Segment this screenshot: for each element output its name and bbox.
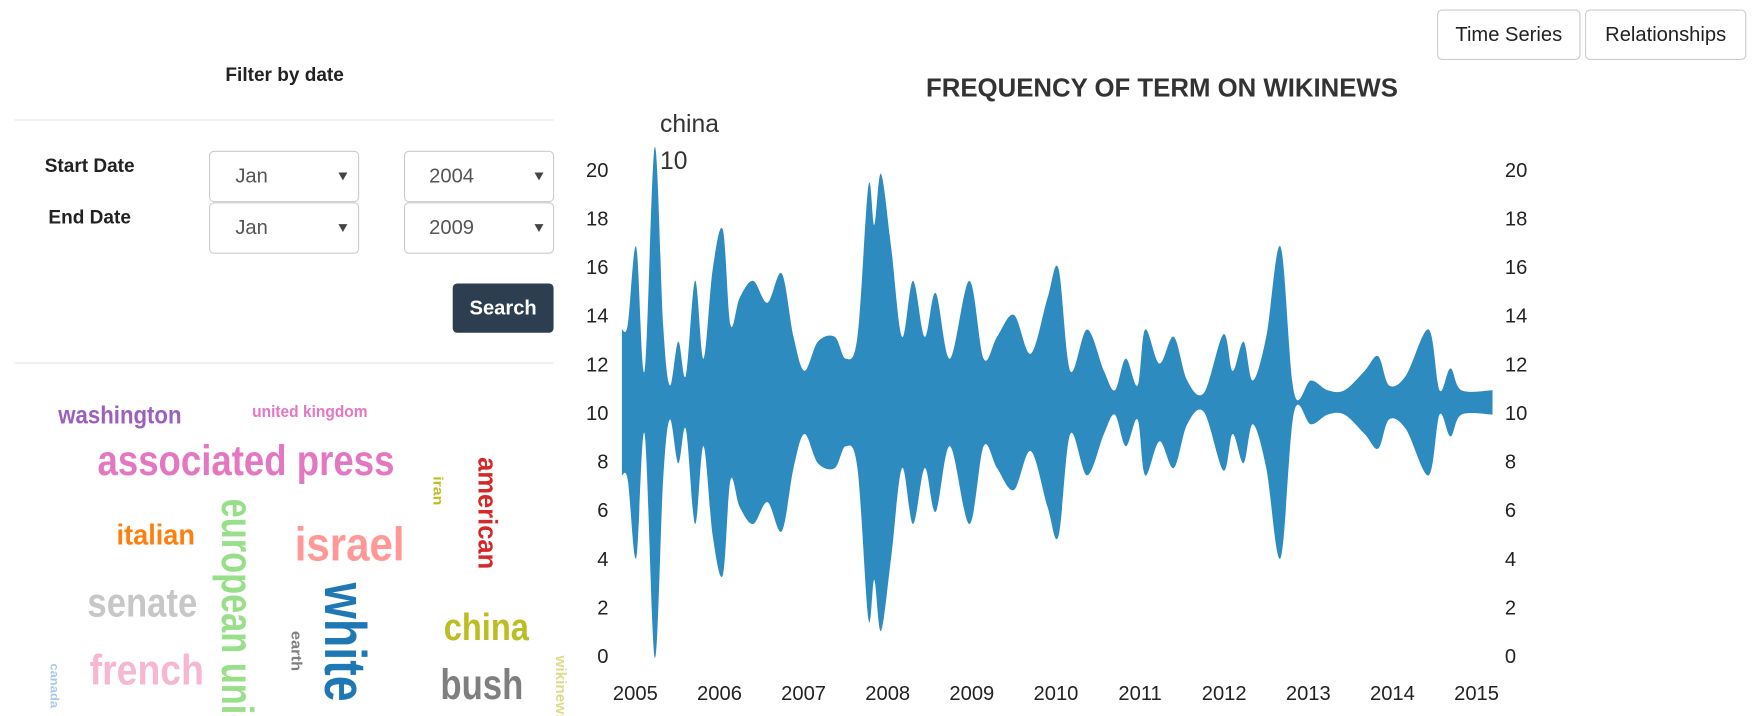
y2-tick-label: 18 xyxy=(1505,208,1527,230)
x-tick-label: 2011 xyxy=(1118,683,1161,705)
stream-area xyxy=(621,146,1493,659)
cloud-word[interactable]: american xyxy=(472,457,502,569)
y2-tick-label: 20 xyxy=(1505,160,1527,182)
x-tick-label: 2007 xyxy=(781,683,826,705)
time-series-button[interactable] xyxy=(1437,9,1581,60)
y-tick-label: 18 xyxy=(586,208,608,230)
cloud-word[interactable]: united kingdom xyxy=(252,402,367,421)
y-tick-label: 20 xyxy=(586,160,608,182)
y2-tick-label: 12 xyxy=(1505,354,1527,376)
cloud-word[interactable]: washington xyxy=(57,403,181,430)
x-tick-label: 2012 xyxy=(1202,683,1247,705)
end-date-label: End Date xyxy=(48,208,130,229)
start-month-select[interactable] xyxy=(209,150,360,203)
select-arrow xyxy=(534,224,544,232)
x-tick-label: 2006 xyxy=(697,683,742,705)
y-tick-label: 6 xyxy=(597,500,608,522)
x-tick-label: 2015 xyxy=(1454,683,1499,705)
tooltip-value: 10 xyxy=(660,148,687,175)
search-button[interactable] xyxy=(452,283,554,333)
cloud-word[interactable]: french xyxy=(90,647,204,695)
filter-title: Filter by date xyxy=(225,65,343,86)
y-tick-label: 8 xyxy=(597,452,608,474)
x-tick-label: 2005 xyxy=(613,683,658,705)
cloud-word[interactable]: israel xyxy=(295,517,405,570)
y2-tick-label: 4 xyxy=(1505,549,1516,571)
x-tick-label: 2009 xyxy=(949,683,994,705)
cloud-word[interactable]: white house xyxy=(312,582,377,716)
y-tick-label: 0 xyxy=(597,646,608,668)
end-year-value[interactable]: 2009 xyxy=(429,217,474,239)
select-arrow xyxy=(534,172,544,181)
y2-tick-label: 8 xyxy=(1505,452,1516,474)
x-tick-label: 2013 xyxy=(1286,683,1331,705)
y-tick-label: 14 xyxy=(586,306,608,328)
search-label[interactable]: Search xyxy=(470,298,537,320)
y-tick-label: 2 xyxy=(597,597,608,619)
cloud-word[interactable]: earth xyxy=(287,631,303,671)
tooltip-label: china xyxy=(660,111,719,138)
y-tick-label: 12 xyxy=(586,354,608,376)
cloud-word[interactable]: canada xyxy=(47,663,61,708)
cloud-word[interactable]: associated press xyxy=(98,437,395,485)
cloud-word[interactable]: iran xyxy=(431,476,446,505)
select-arrow xyxy=(338,172,348,181)
y2-tick-label: 0 xyxy=(1505,646,1516,668)
end-month-value[interactable]: Jan xyxy=(235,217,268,239)
y2-tick-label: 6 xyxy=(1505,500,1516,522)
y2-tick-label: 14 xyxy=(1505,306,1527,328)
word-cloud: washington united kingdom associated press… xyxy=(47,402,567,716)
x-tick-label: 2008 xyxy=(865,683,910,705)
cloud-word[interactable]: european union xyxy=(212,499,262,716)
start-month-value[interactable]: Jan xyxy=(235,165,268,187)
y-tick-label: 4 xyxy=(597,549,608,571)
start-year-value[interactable]: 2004 xyxy=(429,165,474,187)
cloud-word[interactable]: china xyxy=(444,607,530,649)
chart-title: FREQUENCY OF TERM ON WIKINEWS xyxy=(926,74,1398,102)
y2-tick-label: 16 xyxy=(1505,257,1527,279)
relationships-button[interactable] xyxy=(1584,9,1747,60)
x-tick-label: 2014 xyxy=(1370,683,1415,705)
relationships-label[interactable]: Relationships xyxy=(1605,24,1726,46)
end-month-select[interactable] xyxy=(209,202,360,254)
x-tick-label: 2010 xyxy=(1034,683,1079,705)
y-tick-label: 16 xyxy=(586,257,608,279)
end-year-select[interactable] xyxy=(403,202,555,254)
y2-tick-label: 2 xyxy=(1505,597,1516,619)
time-series-label[interactable]: Time Series xyxy=(1455,24,1562,46)
cloud-word[interactable]: italian xyxy=(117,520,195,552)
cloud-word[interactable]: wikinews xyxy=(552,654,568,716)
start-year-select[interactable] xyxy=(403,150,555,203)
y2-tick-label: 10 xyxy=(1505,403,1527,425)
y-tick-label: 10 xyxy=(586,403,608,425)
cloud-word[interactable]: senate xyxy=(87,579,197,625)
chart: 0 0 2 2 4 4 6 6 8 8 10 10 12 12 14 14 16 16 18 18 20 20 2005 20… xyxy=(586,146,1527,705)
select-arrow xyxy=(338,224,348,232)
start-date-label: Start Date xyxy=(45,156,135,177)
cloud-word[interactable]: bush xyxy=(440,661,523,709)
